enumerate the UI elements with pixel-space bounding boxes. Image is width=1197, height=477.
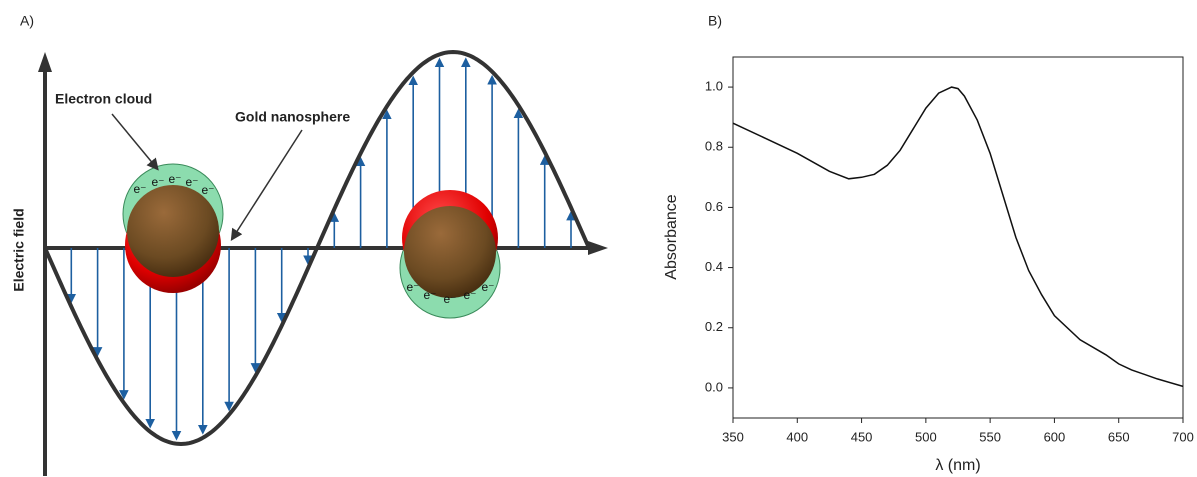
- x-tick-label: 450: [851, 429, 873, 444]
- nanosphere: [127, 185, 219, 277]
- spectrum-line: [732, 86, 1184, 388]
- electron-label: e⁻: [443, 292, 456, 306]
- x-tick-label: 400: [786, 429, 808, 444]
- electron-label: e⁻: [133, 182, 146, 196]
- electron-label: e⁻: [463, 288, 476, 302]
- electron-label: e⁻: [423, 288, 436, 302]
- y-tick-label: 0.0: [705, 379, 723, 394]
- x-tick-label: 350: [722, 429, 744, 444]
- y-axis-label: Absorbance: [663, 194, 680, 279]
- y-tick-label: 0.2: [705, 319, 723, 334]
- panel-a: A) e⁻ e⁻ e⁻ e⁻e⁻e⁻e⁻ e⁻ e⁻e⁻ Electron cloud G…: [11, 13, 608, 476]
- x-tick-label: 500: [915, 429, 937, 444]
- panel-label: B): [708, 13, 722, 29]
- electron-label: e⁻: [151, 175, 164, 189]
- electron-label: e⁻: [481, 280, 494, 294]
- arrow-head: [588, 241, 608, 255]
- electron-label: e⁻: [406, 280, 419, 294]
- panel-label: A): [20, 13, 34, 29]
- y-tick-label: 0.4: [705, 259, 723, 274]
- axis-label: Electric field: [11, 208, 27, 291]
- x-tick-label: 550: [979, 429, 1001, 444]
- electron-label: e⁻: [168, 172, 181, 186]
- pointer: [230, 129, 303, 242]
- x-tick-label: 650: [1108, 429, 1130, 444]
- panel-b: B) λ (nm) Absorbance 0.0 0.2 0.4 0.6 0.8 1.0 3…: [663, 13, 1194, 475]
- plot-frame: [732, 56, 1184, 419]
- label: Electron cloud: [55, 91, 152, 107]
- x-tick-label: 700: [1172, 429, 1194, 444]
- y-tick-label: 0.8: [705, 139, 723, 154]
- electron-label: e⁻: [201, 183, 214, 197]
- electron-label: e⁻: [185, 175, 198, 189]
- label: Gold nanosphere: [235, 109, 350, 125]
- y-tick-label: 1.0: [705, 79, 723, 94]
- nanosphere: [404, 206, 496, 298]
- arrow-head: [38, 52, 52, 72]
- wave: [43, 49, 591, 447]
- pointer: [111, 113, 159, 171]
- y-tick-label: 0.6: [705, 199, 723, 214]
- x-tick-label: 600: [1044, 429, 1066, 444]
- x-axis-label: λ (nm): [935, 457, 980, 474]
